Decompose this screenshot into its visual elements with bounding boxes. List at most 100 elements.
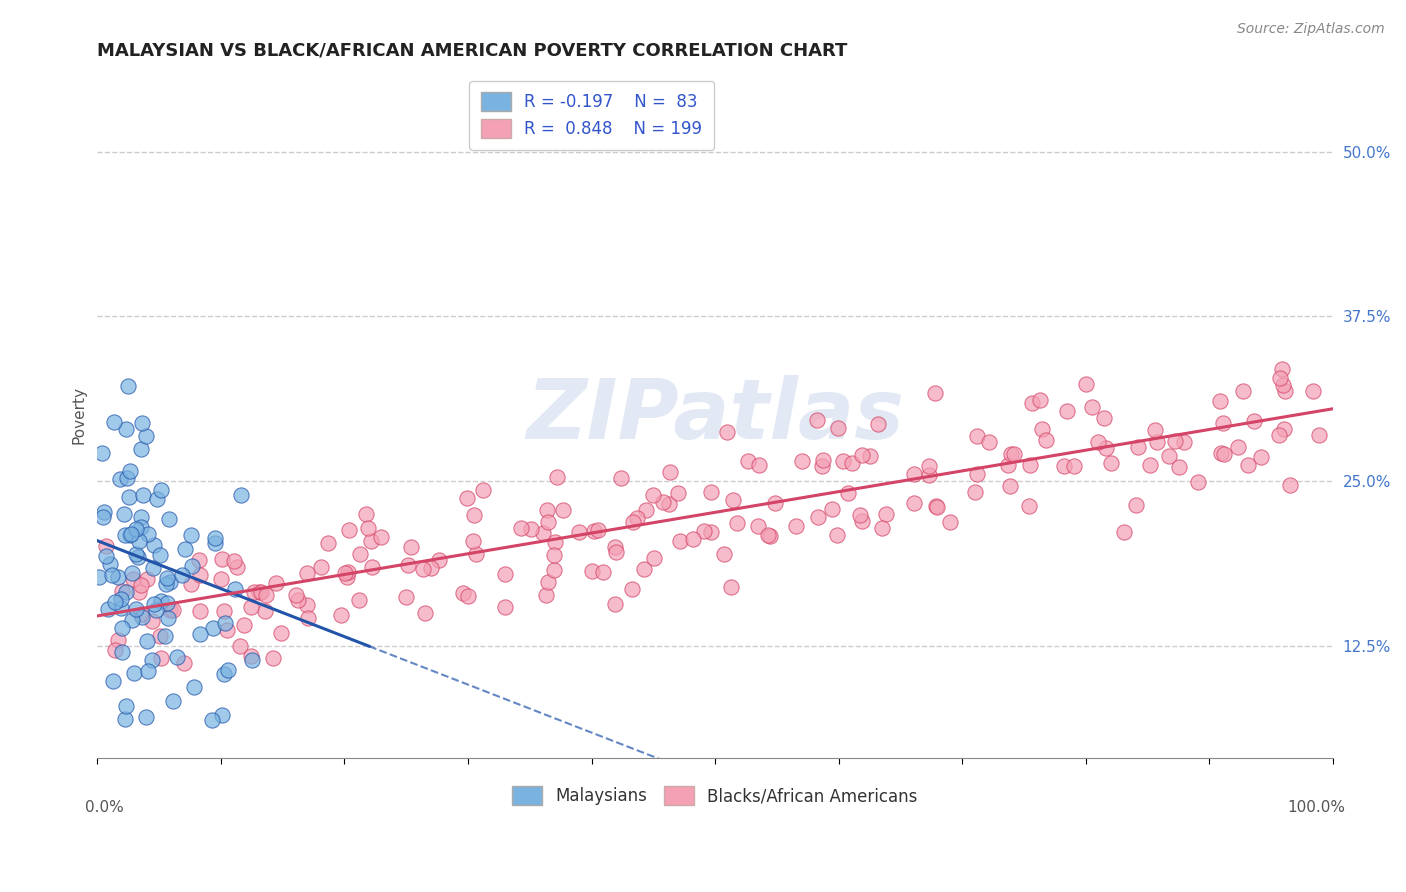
Point: [592, 565, 614, 579]
Point: [249, 585, 271, 599]
Point: [939, 516, 962, 530]
Point: [285, 588, 308, 602]
Point: [120, 464, 142, 478]
Point: [720, 580, 742, 594]
Text: 100.0%: 100.0%: [1286, 799, 1346, 814]
Point: [129, 442, 152, 456]
Point: [1053, 458, 1076, 473]
Point: [903, 496, 925, 510]
Legend: Malaysians, Blacks/African Americans: Malaysians, Blacks/African Americans: [506, 780, 925, 812]
Point: [121, 572, 143, 586]
Point: [217, 623, 239, 637]
Point: [868, 417, 890, 431]
Point: [94, 549, 117, 563]
Point: [141, 653, 163, 667]
Point: [101, 674, 124, 689]
Point: [181, 558, 204, 573]
Point: [759, 528, 782, 542]
Point: [98, 558, 121, 572]
Point: [553, 503, 575, 517]
Point: [1272, 422, 1295, 436]
Point: [1271, 378, 1294, 392]
Point: [463, 508, 485, 522]
Point: [354, 507, 377, 521]
Point: [103, 415, 125, 429]
Point: [583, 524, 606, 539]
Point: [396, 558, 419, 572]
Point: [128, 533, 150, 548]
Point: [142, 597, 165, 611]
Point: [287, 592, 309, 607]
Point: [544, 534, 567, 549]
Point: [117, 490, 139, 504]
Point: [129, 578, 152, 592]
Point: [148, 548, 170, 562]
Point: [337, 523, 360, 537]
Point: [129, 607, 152, 621]
Point: [1031, 422, 1053, 436]
Point: [543, 549, 565, 563]
Point: [456, 491, 478, 505]
Point: [605, 545, 627, 559]
Point: [125, 547, 148, 561]
Point: [1278, 478, 1301, 492]
Point: [395, 590, 418, 604]
Point: [925, 500, 948, 514]
Point: [636, 503, 658, 517]
Point: [131, 417, 153, 431]
Point: [918, 458, 941, 473]
Point: [159, 602, 181, 616]
Point: [659, 465, 682, 479]
Point: [810, 458, 832, 473]
Point: [90, 446, 112, 460]
Point: [212, 667, 235, 681]
Y-axis label: Poverty: Poverty: [72, 386, 86, 444]
Point: [180, 577, 202, 591]
Point: [692, 524, 714, 538]
Point: [190, 604, 212, 618]
Point: [111, 583, 134, 598]
Point: [110, 601, 132, 615]
Point: [243, 584, 266, 599]
Point: [224, 582, 246, 596]
Point: [1021, 396, 1043, 410]
Point: [135, 429, 157, 443]
Point: [651, 495, 673, 509]
Point: [1212, 417, 1234, 431]
Point: [903, 467, 925, 482]
Point: [841, 456, 863, 470]
Point: [1087, 434, 1109, 449]
Point: [1143, 423, 1166, 437]
Point: [509, 521, 531, 535]
Point: [543, 563, 565, 577]
Point: [188, 627, 211, 641]
Point: [747, 519, 769, 533]
Point: [1227, 440, 1250, 454]
Point: [494, 600, 516, 615]
Point: [1167, 460, 1189, 475]
Point: [536, 502, 558, 516]
Point: [851, 514, 873, 528]
Point: [129, 519, 152, 533]
Point: [115, 471, 138, 485]
Point: [114, 699, 136, 714]
Point: [1274, 384, 1296, 399]
Point: [700, 524, 723, 539]
Point: [143, 539, 166, 553]
Point: [336, 569, 359, 583]
Point: [682, 532, 704, 546]
Point: [156, 571, 179, 585]
Point: [114, 712, 136, 726]
Point: [229, 487, 252, 501]
Point: [966, 467, 988, 481]
Point: [150, 483, 173, 497]
Text: ZIPatlas: ZIPatlas: [526, 375, 904, 456]
Point: [1099, 457, 1122, 471]
Point: [837, 486, 859, 500]
Point: [146, 491, 169, 506]
Point: [136, 527, 159, 541]
Point: [1159, 449, 1181, 463]
Point: [716, 425, 738, 440]
Point: [534, 588, 557, 602]
Point: [457, 589, 479, 603]
